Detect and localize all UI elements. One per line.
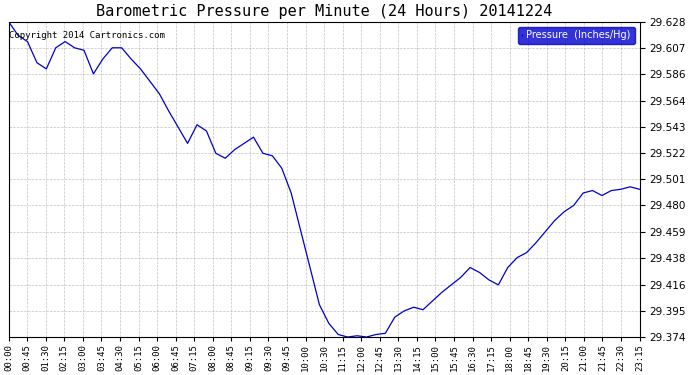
Legend: Pressure  (Inches/Hg): Pressure (Inches/Hg) [518,27,635,44]
Title: Barometric Pressure per Minute (24 Hours) 20141224: Barometric Pressure per Minute (24 Hours… [96,4,552,19]
Text: Copyright 2014 Cartronics.com: Copyright 2014 Cartronics.com [9,31,165,40]
